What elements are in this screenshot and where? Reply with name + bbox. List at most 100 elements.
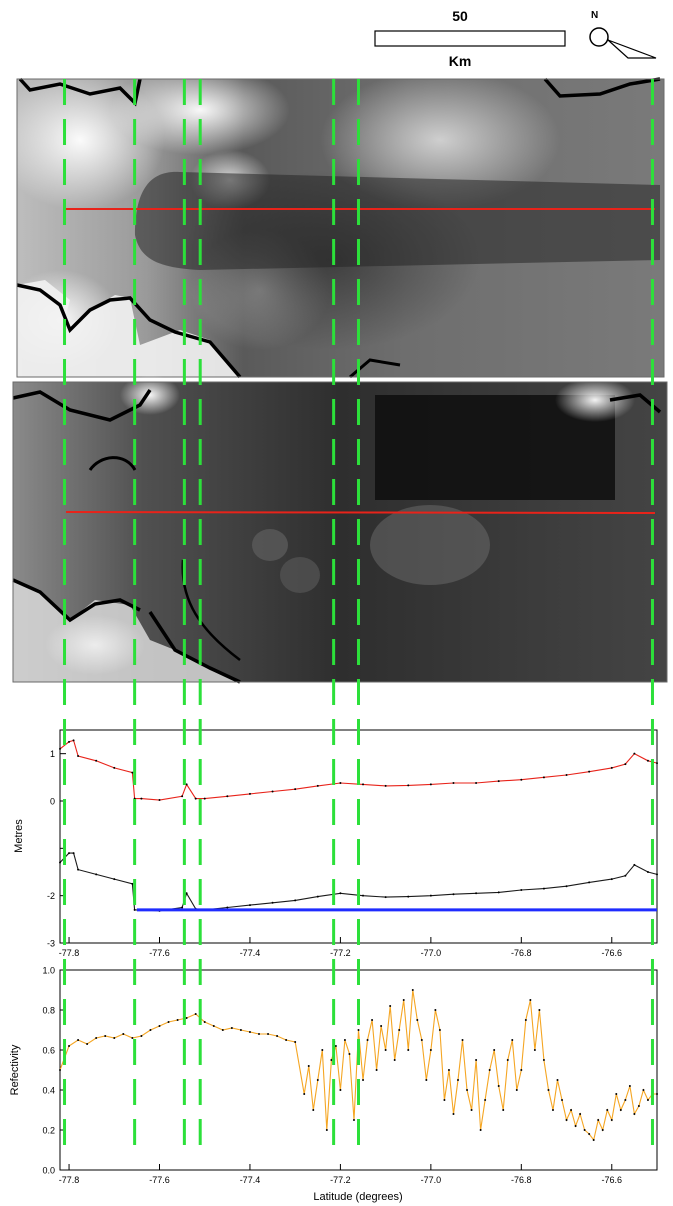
elevation-data-point xyxy=(194,797,197,800)
reflectivity-data-point xyxy=(343,1039,346,1041)
reflectivity-data-point xyxy=(149,1029,152,1031)
elevation-data-point xyxy=(185,783,188,786)
elevation-y-tick-label: -3 xyxy=(47,939,55,949)
scale-bar xyxy=(374,30,566,47)
reflectivity-data-point xyxy=(565,1119,568,1121)
reflectivity-data-point xyxy=(628,1085,631,1087)
elevation-data-point xyxy=(131,771,134,774)
reflectivity-data-point xyxy=(610,1119,613,1121)
elevation-x-tick-label: -77.6 xyxy=(149,948,170,958)
reflectivity-data-point xyxy=(285,1039,288,1041)
elevation-data-point xyxy=(429,783,432,786)
reflectivity-data-point xyxy=(556,1079,559,1081)
elevation-data-point xyxy=(294,788,297,791)
reflectivity-data-point xyxy=(140,1035,143,1037)
elevation-data-point xyxy=(271,790,274,793)
elevation-data-point xyxy=(316,895,319,898)
reflectivity-data-point xyxy=(574,1125,577,1127)
reflectivity-data-point xyxy=(95,1037,98,1039)
reflectivity-data-point xyxy=(371,1019,374,1021)
reflectivity-data-point xyxy=(348,1053,351,1055)
elevation-data-point xyxy=(95,873,98,876)
reflectivity-data-point xyxy=(375,1069,378,1071)
elevation-data-point xyxy=(181,906,184,909)
reflectivity-data-point xyxy=(339,1089,342,1091)
elevation-x-tick-label: -76.8 xyxy=(511,948,532,958)
elevation-data-point xyxy=(542,887,545,890)
reflectivity-data-point xyxy=(113,1037,116,1039)
elevation-x-tick-label: -77.0 xyxy=(421,948,442,958)
scale-bar-distance: 50 xyxy=(452,8,468,24)
reflectivity-data-point xyxy=(267,1033,270,1035)
reflectivity-data-point xyxy=(411,989,414,991)
reflectivity-data-point xyxy=(561,1099,564,1101)
reflectivity-data-point xyxy=(533,1049,536,1051)
reflectivity-data-point xyxy=(524,1019,527,1021)
elevation-series xyxy=(59,739,658,912)
reflectivity-data-point xyxy=(520,1069,523,1071)
elevation-data-point xyxy=(185,892,188,895)
middle-track-line xyxy=(65,511,656,514)
reflectivity-data-point xyxy=(312,1109,315,1111)
reflectivity-data-point xyxy=(551,1109,554,1111)
elevation-data-point xyxy=(542,776,545,779)
reflectivity-data-point xyxy=(601,1129,604,1131)
reflectivity-data-point xyxy=(502,1109,505,1111)
reflectivity-data-point xyxy=(484,1099,487,1101)
reflectivity-data-point xyxy=(416,1019,419,1021)
reflectivity-data-point xyxy=(407,1049,410,1051)
elevation-data-point xyxy=(294,899,297,902)
elevation-data-point xyxy=(633,863,636,866)
reflectivity-data-point xyxy=(511,1039,514,1041)
elevation-data-point xyxy=(646,759,649,762)
reflectivity-data-point xyxy=(624,1099,627,1101)
elevation-data-point xyxy=(588,881,591,884)
reflectivity-y-tick-label: 1.0 xyxy=(42,966,55,976)
reflectivity-x-tick-label: -77.2 xyxy=(330,1175,351,1185)
reflectivity-data-point xyxy=(185,1017,188,1019)
reflectivity-data-point xyxy=(357,1029,360,1031)
reflectivity-data-point xyxy=(637,1105,640,1107)
reflectivity-data-point xyxy=(212,1025,215,1027)
elevation-y-tick-label: 0 xyxy=(50,797,55,807)
middle-image-panel xyxy=(12,375,668,684)
reflectivity-data-point xyxy=(398,1029,401,1031)
scale-bar-unit: Km xyxy=(448,53,472,69)
elevation-x-tick-label: -77.2 xyxy=(330,948,351,958)
elevation-data-point xyxy=(429,894,432,897)
reflectivity-y-tick-label: 0.4 xyxy=(42,1086,55,1096)
reflectivity-x-ticks: -77.8 -77.6 -77.4 -77.2 -77.0 -76.8 -76.6 xyxy=(59,1164,622,1185)
reflectivity-data-point xyxy=(104,1035,107,1037)
reflectivity-data-point xyxy=(330,1059,333,1061)
reflectivity-y-tick-label: 0.2 xyxy=(42,1126,55,1136)
elevation-data-point xyxy=(624,874,627,877)
reflectivity-x-tick-label: -76.8 xyxy=(511,1175,532,1185)
reflectivity-data-point xyxy=(258,1033,260,1035)
reflectivity-data-point xyxy=(59,1069,61,1071)
elevation-data-point xyxy=(59,747,61,750)
reflectivity-x-axis-label: Latitude (degrees) xyxy=(313,1191,402,1203)
reflectivity-x-tick-label: -76.6 xyxy=(602,1175,623,1185)
elevation-data-point xyxy=(497,891,500,894)
reflectivity-data-point xyxy=(488,1069,491,1071)
reflectivity-data-point xyxy=(506,1059,509,1061)
reflectivity-data-point xyxy=(597,1119,600,1121)
elevation-data-point xyxy=(226,906,229,909)
reflectivity-data-point xyxy=(303,1093,306,1095)
elevation-data-point xyxy=(610,878,613,881)
reflectivity-data-point xyxy=(547,1089,550,1091)
elevation-data-point xyxy=(77,868,80,871)
reflectivity-data-point xyxy=(452,1113,455,1115)
reflectivity-data-point xyxy=(366,1039,369,1041)
reflectivity-data-point xyxy=(588,1133,591,1135)
cut-lines xyxy=(63,79,654,1150)
elevation-chart: -3 -2 0 1 -77.8 -77.6 -77.4 -77.2 -77.0 -76.8 -76… xyxy=(13,729,658,958)
elevation-y-axis-label: Metres xyxy=(13,819,25,853)
elevation-data-point xyxy=(72,852,75,855)
elevation-data-point xyxy=(384,784,387,787)
reflectivity-data-point xyxy=(316,1079,319,1081)
reflectivity-data-point xyxy=(457,1079,459,1081)
elevation-data-point xyxy=(59,861,61,864)
elevation-y-tick-label: -2 xyxy=(47,891,55,901)
